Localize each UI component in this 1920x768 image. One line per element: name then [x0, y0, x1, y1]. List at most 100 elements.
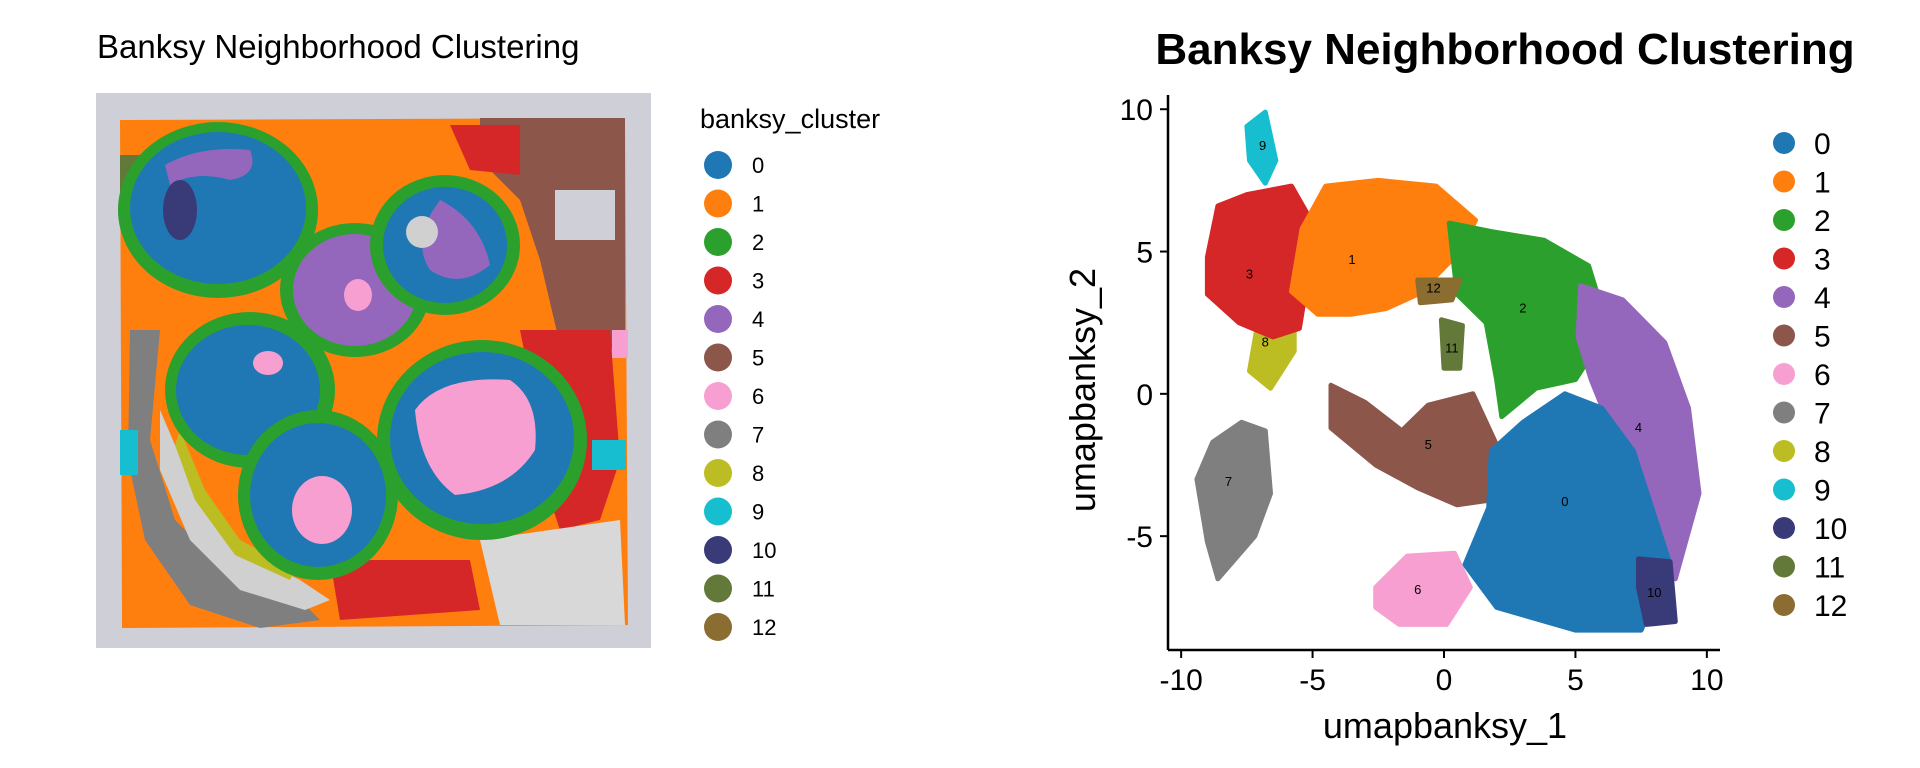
umap-cluster-2 — [1446, 220, 1605, 420]
legend-label-2: 2 — [752, 230, 764, 255]
legend-key-10 — [704, 536, 732, 564]
umap-legend-label-12: 12 — [1814, 590, 1847, 623]
tissue-cyan-left — [120, 430, 138, 475]
legend-key-5 — [704, 343, 732, 372]
umap-legend-key-9 — [1773, 478, 1795, 501]
spatial-map — [96, 93, 651, 648]
tissue-red-top — [450, 125, 520, 175]
legend-label-3: 3 — [752, 269, 764, 294]
legend-key-3 — [704, 266, 732, 295]
spatial-panel: Banksy Neighborhood Clustering — [96, 28, 880, 648]
umap-cluster-10 — [1636, 556, 1678, 627]
umap-legend-key-8 — [1773, 440, 1795, 462]
umap-cluster-9 — [1244, 109, 1279, 186]
umap-legend-label-3: 3 — [1814, 244, 1831, 277]
legend-key-11 — [704, 574, 732, 603]
umap-legend-label-7: 7 — [1814, 398, 1831, 431]
umap-cluster-7 — [1194, 419, 1273, 582]
tissue-pink-edge — [612, 330, 628, 358]
legend-key-0 — [704, 151, 732, 179]
tissue-grey-strip — [128, 330, 320, 628]
legend-key-2 — [704, 228, 732, 256]
umap-legend-key-6 — [1773, 363, 1795, 385]
umap-legend-key-7 — [1773, 401, 1795, 424]
spatial-title: Banksy Neighborhood Clustering — [97, 28, 579, 65]
legend-label-7: 7 — [752, 423, 764, 448]
umap-legend-label-0: 0 — [1814, 128, 1831, 161]
umap-cluster-label-4: 4 — [1635, 420, 1642, 435]
follicle-purple-tr — [422, 200, 490, 279]
y-axis-title: umapbanksy_2 — [1062, 268, 1103, 512]
tissue-red-bottom — [330, 560, 480, 620]
umap-cluster-label-1: 1 — [1348, 252, 1355, 267]
umap-legend-key-12 — [1773, 594, 1795, 616]
umap-cluster-label-5: 5 — [1425, 437, 1432, 452]
legend-label-11: 11 — [752, 577, 775, 602]
umap-cluster-label-8: 8 — [1262, 335, 1269, 350]
tissue-grey-bottom-right — [480, 520, 625, 625]
legend-key-4 — [704, 305, 732, 333]
legend-label-0: 0 — [752, 153, 764, 178]
umap-legend-key-1 — [1773, 170, 1795, 193]
umap-legend-label-6: 6 — [1814, 359, 1831, 392]
umap-title: Banksy Neighborhood Clustering — [1155, 25, 1854, 74]
legend-key-1 — [704, 189, 732, 218]
legend-key-6 — [704, 382, 732, 410]
umap-legend-key-10 — [1773, 517, 1795, 539]
umap-legend-label-1: 1 — [1814, 167, 1831, 200]
legend-label-10: 10 — [752, 538, 776, 563]
y-tick-label: 10 — [1120, 94, 1153, 127]
y-tick-label: 0 — [1136, 379, 1153, 412]
umap-legend-label-5: 5 — [1814, 321, 1831, 354]
umap-panel: Banksy Neighborhood Clustering 012345678… — [1062, 25, 1855, 746]
x-tick-label: 0 — [1436, 664, 1453, 697]
legend-label-8: 8 — [752, 461, 764, 486]
umap-cluster-label-0: 0 — [1561, 494, 1568, 509]
umap-legend-key-11 — [1773, 555, 1795, 578]
follicle-grey-tr — [406, 216, 438, 248]
umap-cluster-label-2: 2 — [1519, 300, 1526, 315]
umap-cluster-11 — [1438, 317, 1465, 371]
legend-label-5: 5 — [752, 346, 764, 371]
umap-legend-label-9: 9 — [1814, 475, 1831, 508]
umap-cluster-label-6: 6 — [1414, 582, 1421, 597]
umap-cluster-label-12: 12 — [1426, 281, 1440, 296]
umap-legend-label-8: 8 — [1814, 436, 1831, 469]
x-tick-label: 10 — [1690, 664, 1723, 697]
spatial-legend-title: banksy_cluster — [700, 104, 880, 134]
legend-label-9: 9 — [752, 500, 764, 525]
umap-legend-label-11: 11 — [1814, 552, 1845, 585]
y-tick-label: -5 — [1126, 521, 1153, 554]
umap-legend-label-4: 4 — [1814, 282, 1831, 315]
umap-legend-label-2: 2 — [1814, 205, 1831, 238]
umap-legend-key-2 — [1773, 209, 1795, 231]
legend-key-7 — [704, 420, 732, 449]
legend-key-9 — [704, 497, 732, 526]
legend-label-1: 1 — [752, 192, 764, 217]
umap-cluster-4 — [1575, 283, 1702, 582]
legend-key-12 — [704, 613, 732, 641]
umap-legend-label-10: 10 — [1814, 513, 1847, 546]
umap-legend-key-3 — [1773, 247, 1795, 270]
umap-legend-key-0 — [1773, 132, 1795, 154]
y-tick-label: 5 — [1136, 237, 1153, 270]
x-tick-label: 5 — [1567, 664, 1584, 697]
follicle-navy-tl — [163, 180, 197, 240]
follicle-pink-ml — [253, 351, 283, 375]
umap-cluster-label-9: 9 — [1259, 138, 1266, 153]
umap-cluster-5 — [1328, 382, 1500, 508]
umap-cluster-label-11: 11 — [1445, 340, 1459, 355]
umap-legend-key-4 — [1773, 286, 1795, 308]
umap-cluster-label-7: 7 — [1225, 474, 1232, 489]
tissue-lightgrey — [160, 410, 330, 610]
legend-label-6: 6 — [752, 384, 764, 409]
umap-points — [1194, 109, 1702, 633]
follicle-purple-tl — [165, 149, 253, 185]
umap-cluster-6 — [1373, 550, 1473, 627]
x-tick-label: -10 — [1159, 664, 1202, 697]
